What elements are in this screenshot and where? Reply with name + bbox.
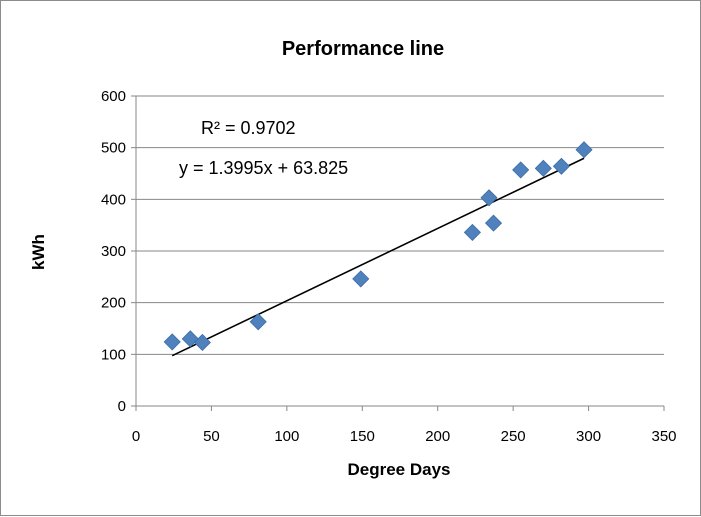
y-tick-label: 500: [101, 140, 126, 157]
y-tick-label: 100: [101, 346, 126, 363]
x-tick-label: 250: [501, 428, 526, 445]
y-tick-label: 300: [101, 243, 126, 260]
y-tick-label: 200: [101, 295, 126, 312]
r-squared-label: R² = 0.9702: [201, 118, 296, 138]
y-tick-label: 0: [118, 398, 126, 415]
trendline-equation: y = 1.3995x + 63.825: [179, 158, 348, 178]
x-axis-title: Degree Days: [347, 460, 450, 479]
x-tick-label: 350: [651, 428, 676, 445]
x-tick-label: 300: [576, 428, 601, 445]
x-tick-labels: 0 50 100 150 200 250 300 350: [132, 428, 677, 445]
data-points: [163, 141, 593, 352]
axes: [131, 95, 665, 411]
y-tick-label: 400: [101, 191, 126, 208]
data-point: [484, 214, 503, 232]
y-axis-title: kWh: [29, 234, 48, 270]
data-point: [352, 270, 370, 288]
data-point: [534, 159, 552, 177]
chart-title: Performance line: [282, 38, 444, 60]
x-tick-label: 50: [203, 428, 220, 445]
data-point: [193, 333, 211, 352]
data-point: [575, 141, 593, 159]
data-point: [163, 333, 181, 351]
data-point: [463, 223, 481, 241]
data-point: [249, 313, 267, 331]
trendline-layer: [171, 157, 585, 357]
x-tick-label: 100: [274, 428, 299, 445]
x-tick-label: 150: [350, 428, 375, 445]
data-point: [480, 189, 498, 207]
x-tick-label: 0: [132, 428, 140, 445]
data-point: [512, 161, 530, 179]
trendline: [171, 157, 585, 357]
gridlines: [136, 95, 664, 355]
y-tick-label: 600: [101, 88, 126, 105]
data-point: [552, 157, 570, 175]
y-tick-labels: 0 100 200 300 400 500 600: [101, 88, 126, 415]
x-tick-label: 200: [425, 428, 450, 445]
